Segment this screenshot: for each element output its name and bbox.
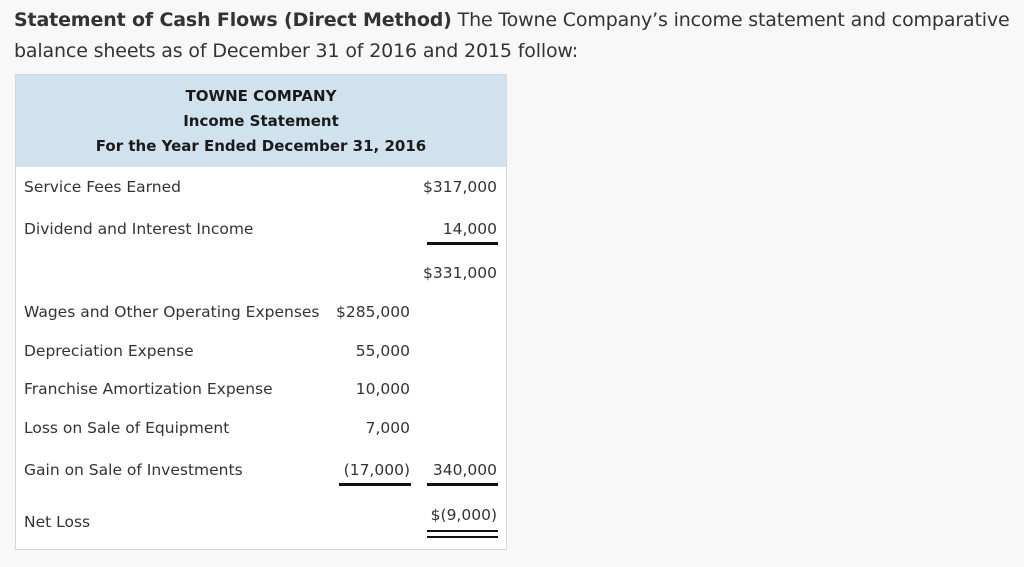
income-statement-table: TOWNE COMPANY Income Statement For the Y… <box>15 74 507 550</box>
statement-title: Income Statement <box>183 112 339 130</box>
row-col1: (17,000) <box>343 461 410 479</box>
row-col1: 55,000 <box>355 342 410 360</box>
statement-period: For the Year Ended December 31, 2016 <box>95 137 427 155</box>
subtotal-rule <box>427 242 498 245</box>
row-label: Depreciation Expense <box>24 342 194 360</box>
problem-title: Statement of Cash Flows (Direct Method) <box>14 9 452 31</box>
row-col2: 14,000 <box>442 220 497 238</box>
row-label: Net Loss <box>24 513 91 531</box>
row-label: Dividend and Interest Income <box>24 220 254 238</box>
row-label: Franchise Amortization Expense <box>24 380 273 398</box>
row-net-loss-amount: $(9,000) <box>16 506 506 526</box>
row-col1: $285,000 <box>336 303 410 321</box>
row-service-fees: Service Fees Earned $317,000 <box>16 178 506 198</box>
statement-header: TOWNE COMPANY Income Statement For the Y… <box>16 75 506 167</box>
company-name: TOWNE COMPANY <box>185 87 337 105</box>
row-col1: 7,000 <box>365 419 410 437</box>
row-label: Wages and Other Operating Expenses <box>24 303 320 321</box>
row-label: Gain on Sale of Investments <box>24 461 243 479</box>
problem-text: The Towne Company’s income statement and… <box>14 9 1010 62</box>
row-gain-investments: Gain on Sale of Investments (17,000) 340… <box>16 461 506 481</box>
row-loss-equipment: Loss on Sale of Equipment 7,000 <box>16 419 506 439</box>
row-net-loss: Net Loss <box>16 513 506 533</box>
row-col2: $317,000 <box>423 178 497 196</box>
problem-intro: Statement of Cash Flows (Direct Method) … <box>14 5 1019 67</box>
double-rule-bottom <box>427 536 498 538</box>
expense-total-rule <box>427 483 498 486</box>
row-col2: $331,000 <box>423 264 497 282</box>
row-label: Service Fees Earned <box>24 178 181 196</box>
row-depreciation: Depreciation Expense 55,000 <box>16 342 506 362</box>
row-col1: 10,000 <box>355 380 410 398</box>
expense-subtotal-rule <box>339 483 411 486</box>
row-col2: $(9,000) <box>430 506 497 524</box>
row-dividend-interest: Dividend and Interest Income 14,000 <box>16 220 506 240</box>
row-col2: 340,000 <box>432 461 497 479</box>
double-rule-top <box>427 530 498 532</box>
row-total-revenue: $331,000 <box>16 264 506 284</box>
row-wages: Wages and Other Operating Expenses $285,… <box>16 303 506 323</box>
row-label: Loss on Sale of Equipment <box>24 419 230 437</box>
row-franchise-amortization: Franchise Amortization Expense 10,000 <box>16 380 506 400</box>
